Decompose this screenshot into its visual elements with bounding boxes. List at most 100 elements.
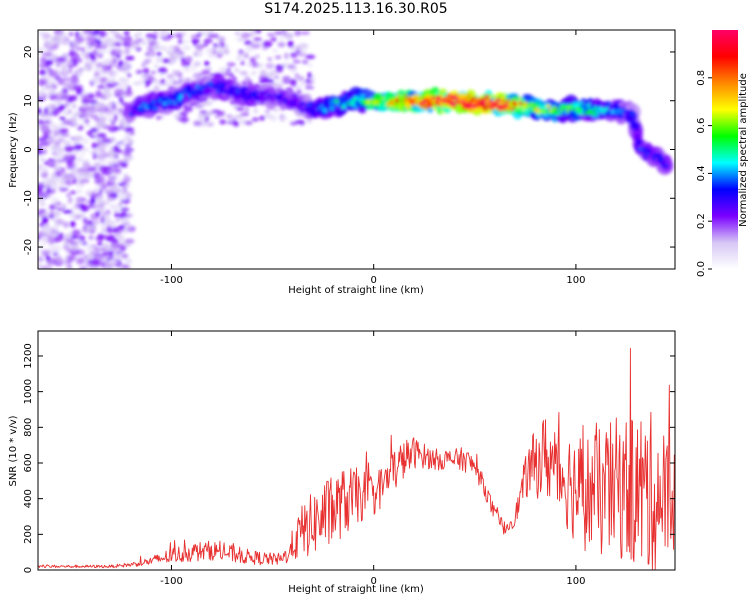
noise-blob bbox=[86, 93, 94, 100]
noise-blob bbox=[50, 227, 56, 231]
noise-blob bbox=[59, 232, 64, 238]
ridge-blob bbox=[426, 95, 432, 100]
noise-blob bbox=[102, 91, 113, 99]
noise-blob bbox=[89, 30, 100, 37]
noise-blob bbox=[123, 147, 134, 153]
noise-blob bbox=[234, 67, 240, 73]
noise-blob bbox=[45, 255, 51, 261]
noise-blob bbox=[102, 137, 112, 143]
noise-blob bbox=[117, 193, 127, 200]
ridge-blob bbox=[287, 99, 292, 104]
noise-blob bbox=[125, 55, 135, 61]
ridge-blob bbox=[627, 109, 632, 114]
noise-blob bbox=[85, 41, 93, 45]
ridge-blob bbox=[279, 93, 284, 98]
noise-blob bbox=[43, 224, 48, 232]
noise-blob bbox=[253, 37, 263, 42]
ridge-blob bbox=[530, 101, 535, 107]
noise-blob bbox=[240, 60, 245, 66]
noise-blob bbox=[64, 60, 74, 66]
noise-blob bbox=[279, 34, 284, 42]
noise-blob bbox=[88, 235, 95, 240]
noise-blob bbox=[126, 85, 132, 93]
ridge-blob bbox=[518, 101, 523, 106]
noise-blob bbox=[94, 247, 102, 252]
noise-blob bbox=[61, 209, 72, 214]
noise-blob bbox=[102, 243, 110, 250]
noise-blob bbox=[173, 113, 182, 120]
x-tick-label: -100 bbox=[160, 275, 183, 286]
noise-blob bbox=[58, 127, 69, 135]
noise-blob bbox=[125, 225, 133, 231]
noise-blob bbox=[305, 81, 312, 88]
noise-blob bbox=[62, 140, 72, 146]
noise-blob bbox=[251, 61, 259, 68]
noise-blob bbox=[61, 65, 67, 72]
noise-blob bbox=[121, 265, 131, 269]
noise-blob bbox=[115, 248, 121, 252]
noise-blob bbox=[111, 71, 117, 79]
noise-blob bbox=[121, 253, 129, 259]
noise-blob bbox=[181, 39, 190, 44]
noise-blob bbox=[113, 185, 118, 193]
noise-blob bbox=[300, 31, 310, 35]
noise-blob bbox=[61, 88, 69, 94]
ridge-blob bbox=[381, 95, 386, 101]
noise-blob bbox=[212, 109, 221, 113]
noise-blob bbox=[104, 49, 112, 54]
noise-blob bbox=[118, 243, 125, 248]
noise-blob bbox=[41, 216, 49, 224]
noise-blob bbox=[114, 87, 119, 94]
colorbar: 0.0 0.2 0.4 0.6 0.8 Normalized spectral ampl… bbox=[696, 30, 749, 277]
noise-blob bbox=[264, 109, 271, 114]
noise-blob bbox=[39, 242, 45, 250]
ridge-blob bbox=[179, 93, 184, 99]
noise-blob bbox=[122, 137, 129, 145]
noise-blob bbox=[114, 211, 120, 218]
noise-blob bbox=[98, 165, 107, 173]
noise-blob bbox=[194, 103, 204, 109]
noise-blob bbox=[78, 114, 84, 119]
ridge-blob bbox=[158, 98, 162, 103]
colorbar-tick-label: 0.4 bbox=[696, 165, 707, 181]
x-tick-label: -100 bbox=[160, 576, 183, 587]
noise-blob bbox=[123, 90, 133, 97]
noise-blob bbox=[38, 46, 45, 54]
ridge-blob bbox=[172, 100, 177, 105]
colorbar-ticks: 0.0 0.2 0.4 0.6 0.8 bbox=[696, 70, 712, 277]
noise-blob bbox=[47, 234, 54, 242]
noise-blob bbox=[45, 41, 53, 46]
noise-blob bbox=[306, 117, 313, 124]
noise-blob bbox=[70, 243, 79, 251]
ridge-blob bbox=[659, 156, 664, 160]
noise-blob bbox=[232, 120, 240, 127]
ridge-blob bbox=[591, 112, 597, 116]
noise-blob bbox=[162, 58, 171, 64]
noise-blob bbox=[80, 241, 89, 246]
noise-blob bbox=[243, 52, 249, 59]
noise-blob bbox=[119, 239, 125, 243]
noise-blob bbox=[153, 85, 160, 93]
noise-blob bbox=[114, 154, 119, 159]
ridge-blob bbox=[593, 106, 598, 112]
ridge-blob bbox=[632, 124, 639, 128]
noise-blob bbox=[73, 212, 78, 219]
ridge-blob bbox=[485, 98, 489, 104]
ridge-blob bbox=[463, 98, 469, 103]
noise-blob bbox=[59, 170, 67, 178]
noise-blob bbox=[205, 48, 214, 55]
noise-blob bbox=[200, 43, 207, 48]
ridge-blob bbox=[130, 111, 136, 117]
snr-series-line bbox=[38, 347, 675, 570]
ridge-blob bbox=[573, 102, 578, 108]
y-tick-label: -20 bbox=[23, 239, 34, 255]
noise-blob bbox=[109, 179, 115, 184]
noise-blob bbox=[241, 80, 247, 85]
noise-blob bbox=[84, 118, 90, 124]
ridge-blob bbox=[495, 97, 501, 103]
noise-blob bbox=[75, 31, 80, 38]
noise-blob bbox=[124, 238, 135, 244]
noise-blob bbox=[83, 172, 93, 179]
ridge-blob bbox=[301, 101, 307, 106]
